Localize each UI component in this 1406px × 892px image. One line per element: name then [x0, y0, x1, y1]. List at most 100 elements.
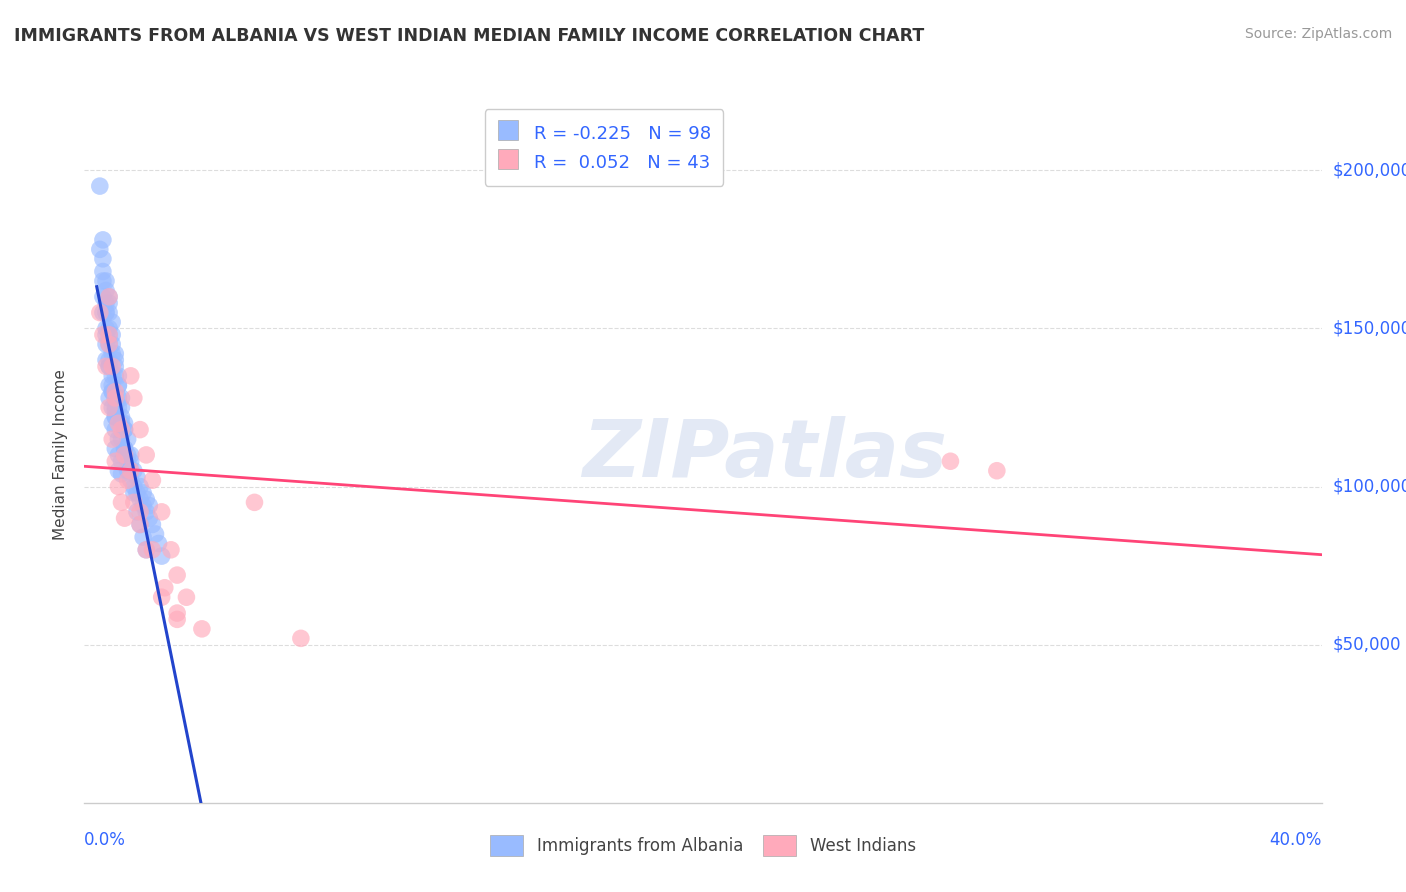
Point: [135, 492, 157, 507]
Point: [107, 401, 129, 415]
Point: [101, 384, 124, 399]
Point: [107, 479, 129, 493]
Point: [107, 368, 129, 383]
Text: 40.0%: 40.0%: [1270, 830, 1322, 848]
Point: [120, 473, 142, 487]
Point: [176, 591, 198, 605]
Point: [94, 296, 117, 310]
Point: [166, 612, 188, 626]
Point: [117, 432, 139, 446]
Text: $200,000: $200,000: [1333, 161, 1406, 179]
Point: [98, 327, 121, 342]
Point: [110, 409, 132, 424]
Point: [98, 359, 121, 374]
Point: [141, 517, 163, 532]
Point: [114, 511, 136, 525]
Point: [101, 401, 124, 415]
Point: [104, 353, 127, 368]
Point: [101, 347, 124, 361]
Point: [939, 454, 962, 468]
Point: [243, 495, 266, 509]
Point: [120, 464, 142, 478]
Point: [98, 290, 121, 304]
Point: [110, 423, 132, 437]
Point: [104, 403, 127, 417]
Point: [98, 359, 121, 374]
Point: [104, 347, 127, 361]
Point: [129, 423, 152, 437]
Point: [110, 391, 132, 405]
Point: [98, 337, 121, 351]
Point: [104, 409, 127, 424]
Point: [125, 470, 148, 484]
Text: $50,000: $50,000: [1333, 636, 1402, 654]
Point: [132, 486, 155, 500]
Point: [98, 296, 121, 310]
Point: [120, 454, 142, 468]
Point: [191, 622, 214, 636]
Text: 0.0%: 0.0%: [84, 830, 127, 848]
Point: [101, 417, 124, 431]
Point: [132, 499, 155, 513]
Point: [129, 517, 152, 532]
Point: [145, 527, 167, 541]
Point: [129, 479, 152, 493]
Point: [94, 274, 117, 288]
Point: [150, 591, 173, 605]
Point: [91, 233, 114, 247]
Point: [94, 305, 117, 319]
Point: [91, 264, 114, 278]
Point: [135, 448, 157, 462]
Point: [129, 517, 152, 532]
Legend: Immigrants from Albania, West Indians: Immigrants from Albania, West Indians: [482, 827, 924, 864]
Point: [91, 290, 114, 304]
Point: [166, 568, 188, 582]
Point: [94, 327, 117, 342]
Point: [98, 391, 121, 405]
Point: [104, 423, 127, 437]
Point: [101, 368, 124, 383]
Point: [94, 337, 117, 351]
Point: [91, 305, 114, 319]
Point: [166, 606, 188, 620]
Point: [98, 378, 121, 392]
Point: [98, 353, 121, 368]
Point: [101, 327, 124, 342]
Point: [110, 417, 132, 431]
Point: [125, 486, 148, 500]
Point: [91, 252, 114, 266]
Point: [117, 454, 139, 468]
Point: [94, 359, 117, 374]
Point: [110, 454, 132, 468]
Point: [107, 448, 129, 462]
Point: [101, 315, 124, 329]
Point: [110, 401, 132, 415]
Point: [101, 432, 124, 446]
Point: [107, 378, 129, 392]
Point: [107, 378, 129, 392]
Point: [104, 442, 127, 456]
Point: [135, 542, 157, 557]
Point: [114, 423, 136, 437]
Point: [104, 454, 127, 468]
Point: [129, 492, 152, 507]
Point: [153, 581, 176, 595]
Point: [94, 353, 117, 368]
Point: [138, 511, 160, 525]
Point: [94, 284, 117, 298]
Point: [122, 486, 145, 500]
Point: [120, 448, 142, 462]
Point: [114, 442, 136, 456]
Point: [104, 359, 127, 374]
Y-axis label: Median Family Income: Median Family Income: [53, 369, 69, 541]
Point: [132, 530, 155, 544]
Point: [114, 442, 136, 456]
Point: [141, 473, 163, 487]
Point: [122, 464, 145, 478]
Point: [138, 499, 160, 513]
Point: [94, 305, 117, 319]
Point: [150, 549, 173, 563]
Point: [150, 505, 173, 519]
Point: [122, 391, 145, 405]
Point: [104, 391, 127, 405]
